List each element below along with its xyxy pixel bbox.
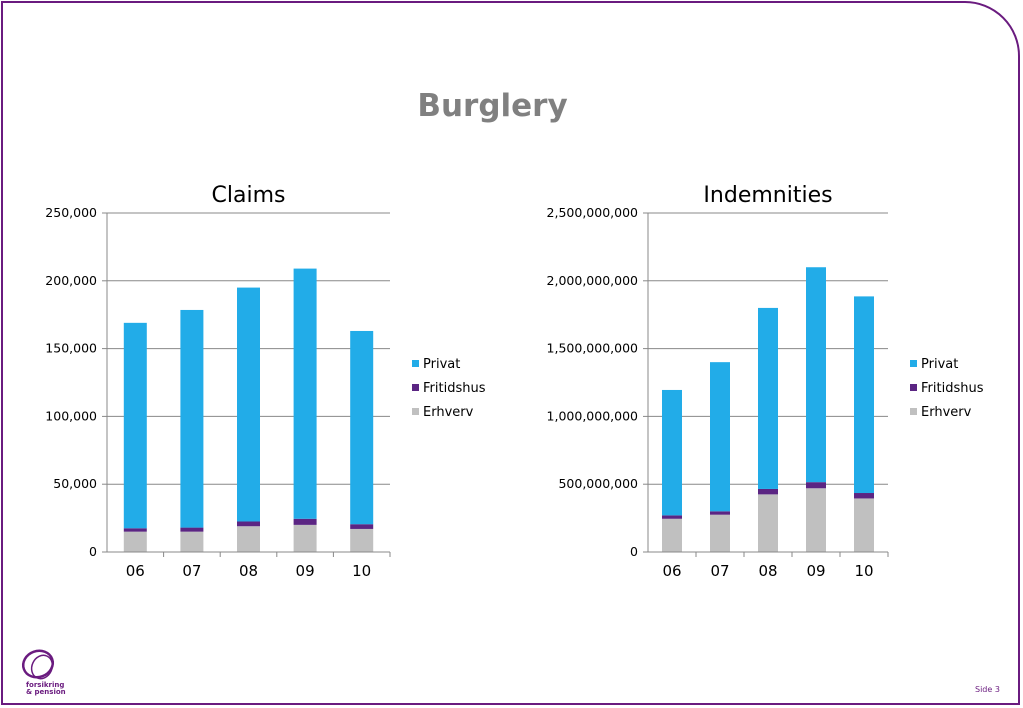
bar-privat-09 [806, 267, 826, 483]
legend-swatch-fritidshus [412, 384, 419, 391]
bar-erhverv-08 [237, 526, 260, 552]
x-tick-label: 07 [182, 562, 201, 580]
y-tick-label: 500,000,000 [558, 476, 638, 491]
forsikring-pension-logo [21, 649, 55, 680]
legend-label-fritidshus: Fritidshus [921, 381, 984, 396]
bar-fritidshus-08 [758, 488, 778, 495]
x-tick-label: 09 [296, 562, 315, 580]
y-tick-label: 0 [89, 544, 97, 559]
legend-swatch-erhverv [910, 408, 917, 415]
y-tick-label: 100,000 [45, 408, 97, 423]
y-tick-label: 1,000,000,000 [547, 408, 638, 423]
legend-swatch-privat [412, 360, 419, 367]
x-tick-label: 10 [352, 562, 371, 580]
bar-privat-06 [123, 322, 147, 529]
legend-label-fritidshus: Fritidshus [423, 381, 486, 396]
bar-erhverv-09 [293, 524, 317, 552]
chart-title: Indemnities [703, 183, 832, 208]
x-tick-label: 08 [239, 562, 258, 580]
chart-title: Claims [212, 183, 286, 208]
bar-fritidshus-10 [350, 524, 374, 529]
y-tick-label: 2,000,000,000 [547, 273, 638, 288]
bar-privat-10 [350, 330, 374, 525]
legend-swatch-erhverv [412, 408, 419, 415]
y-tick-label: 250,000 [45, 205, 97, 220]
logo-text-line2: & pension [26, 688, 66, 696]
bar-privat-08 [237, 287, 260, 522]
bar-fritidshus-09 [806, 482, 826, 489]
bar-erhverv-10 [854, 498, 874, 552]
legend-label-erhverv: Erhverv [921, 405, 972, 420]
y-tick-label: 1,500,000,000 [547, 341, 638, 356]
bar-privat-07 [710, 362, 730, 512]
x-tick-label: 06 [126, 562, 145, 580]
logo-text: forsikring & pension [26, 682, 66, 696]
bar-fritidshus-06 [662, 515, 682, 519]
legend-label-privat: Privat [921, 357, 958, 372]
logo-text-line1: forsikring [26, 681, 65, 689]
y-tick-label: 200,000 [45, 273, 97, 288]
x-tick-label: 08 [758, 562, 777, 580]
x-tick-label: 06 [662, 562, 681, 580]
x-tick-label: 07 [710, 562, 729, 580]
bar-erhverv-08 [758, 494, 778, 552]
legend-label-erhverv: Erhverv [423, 405, 474, 420]
bar-erhverv-06 [662, 518, 682, 552]
page-number: Side 3 [975, 685, 1000, 694]
bar-erhverv-10 [350, 528, 374, 552]
y-tick-label: 50,000 [53, 476, 97, 491]
bar-erhverv-07 [180, 531, 204, 552]
legend-swatch-fritidshus [910, 384, 917, 391]
bar-privat-08 [758, 307, 778, 489]
bar-erhverv-09 [806, 488, 826, 552]
y-tick-label: 2,500,000,000 [547, 205, 638, 220]
bar-fritidshus-07 [180, 527, 204, 532]
bar-privat-10 [854, 296, 874, 494]
bar-privat-09 [293, 268, 317, 519]
bar-erhverv-06 [123, 531, 147, 552]
y-tick-label: 150,000 [45, 341, 97, 356]
bar-erhverv-07 [710, 514, 730, 552]
bar-fritidshus-10 [854, 493, 874, 499]
bar-privat-07 [180, 309, 204, 528]
bar-fritidshus-06 [123, 528, 147, 532]
x-tick-label: 10 [854, 562, 873, 580]
bar-fritidshus-08 [237, 521, 260, 527]
claims-chart: Claims 0 50,000 100,000 150,000 200,000 250,00… [45, 183, 486, 580]
slide-title: Burglery [417, 88, 568, 124]
indemnities-chart: Indemnities 0 500,000,000 1,000,000,000 1,50… [547, 183, 984, 580]
bar-privat-06 [662, 389, 682, 516]
bar-fritidshus-09 [293, 518, 317, 525]
y-tick-label: 0 [630, 544, 638, 559]
legend-swatch-privat [910, 360, 917, 367]
legend-label-privat: Privat [423, 357, 460, 372]
x-tick-label: 09 [806, 562, 825, 580]
bar-fritidshus-07 [710, 511, 730, 515]
